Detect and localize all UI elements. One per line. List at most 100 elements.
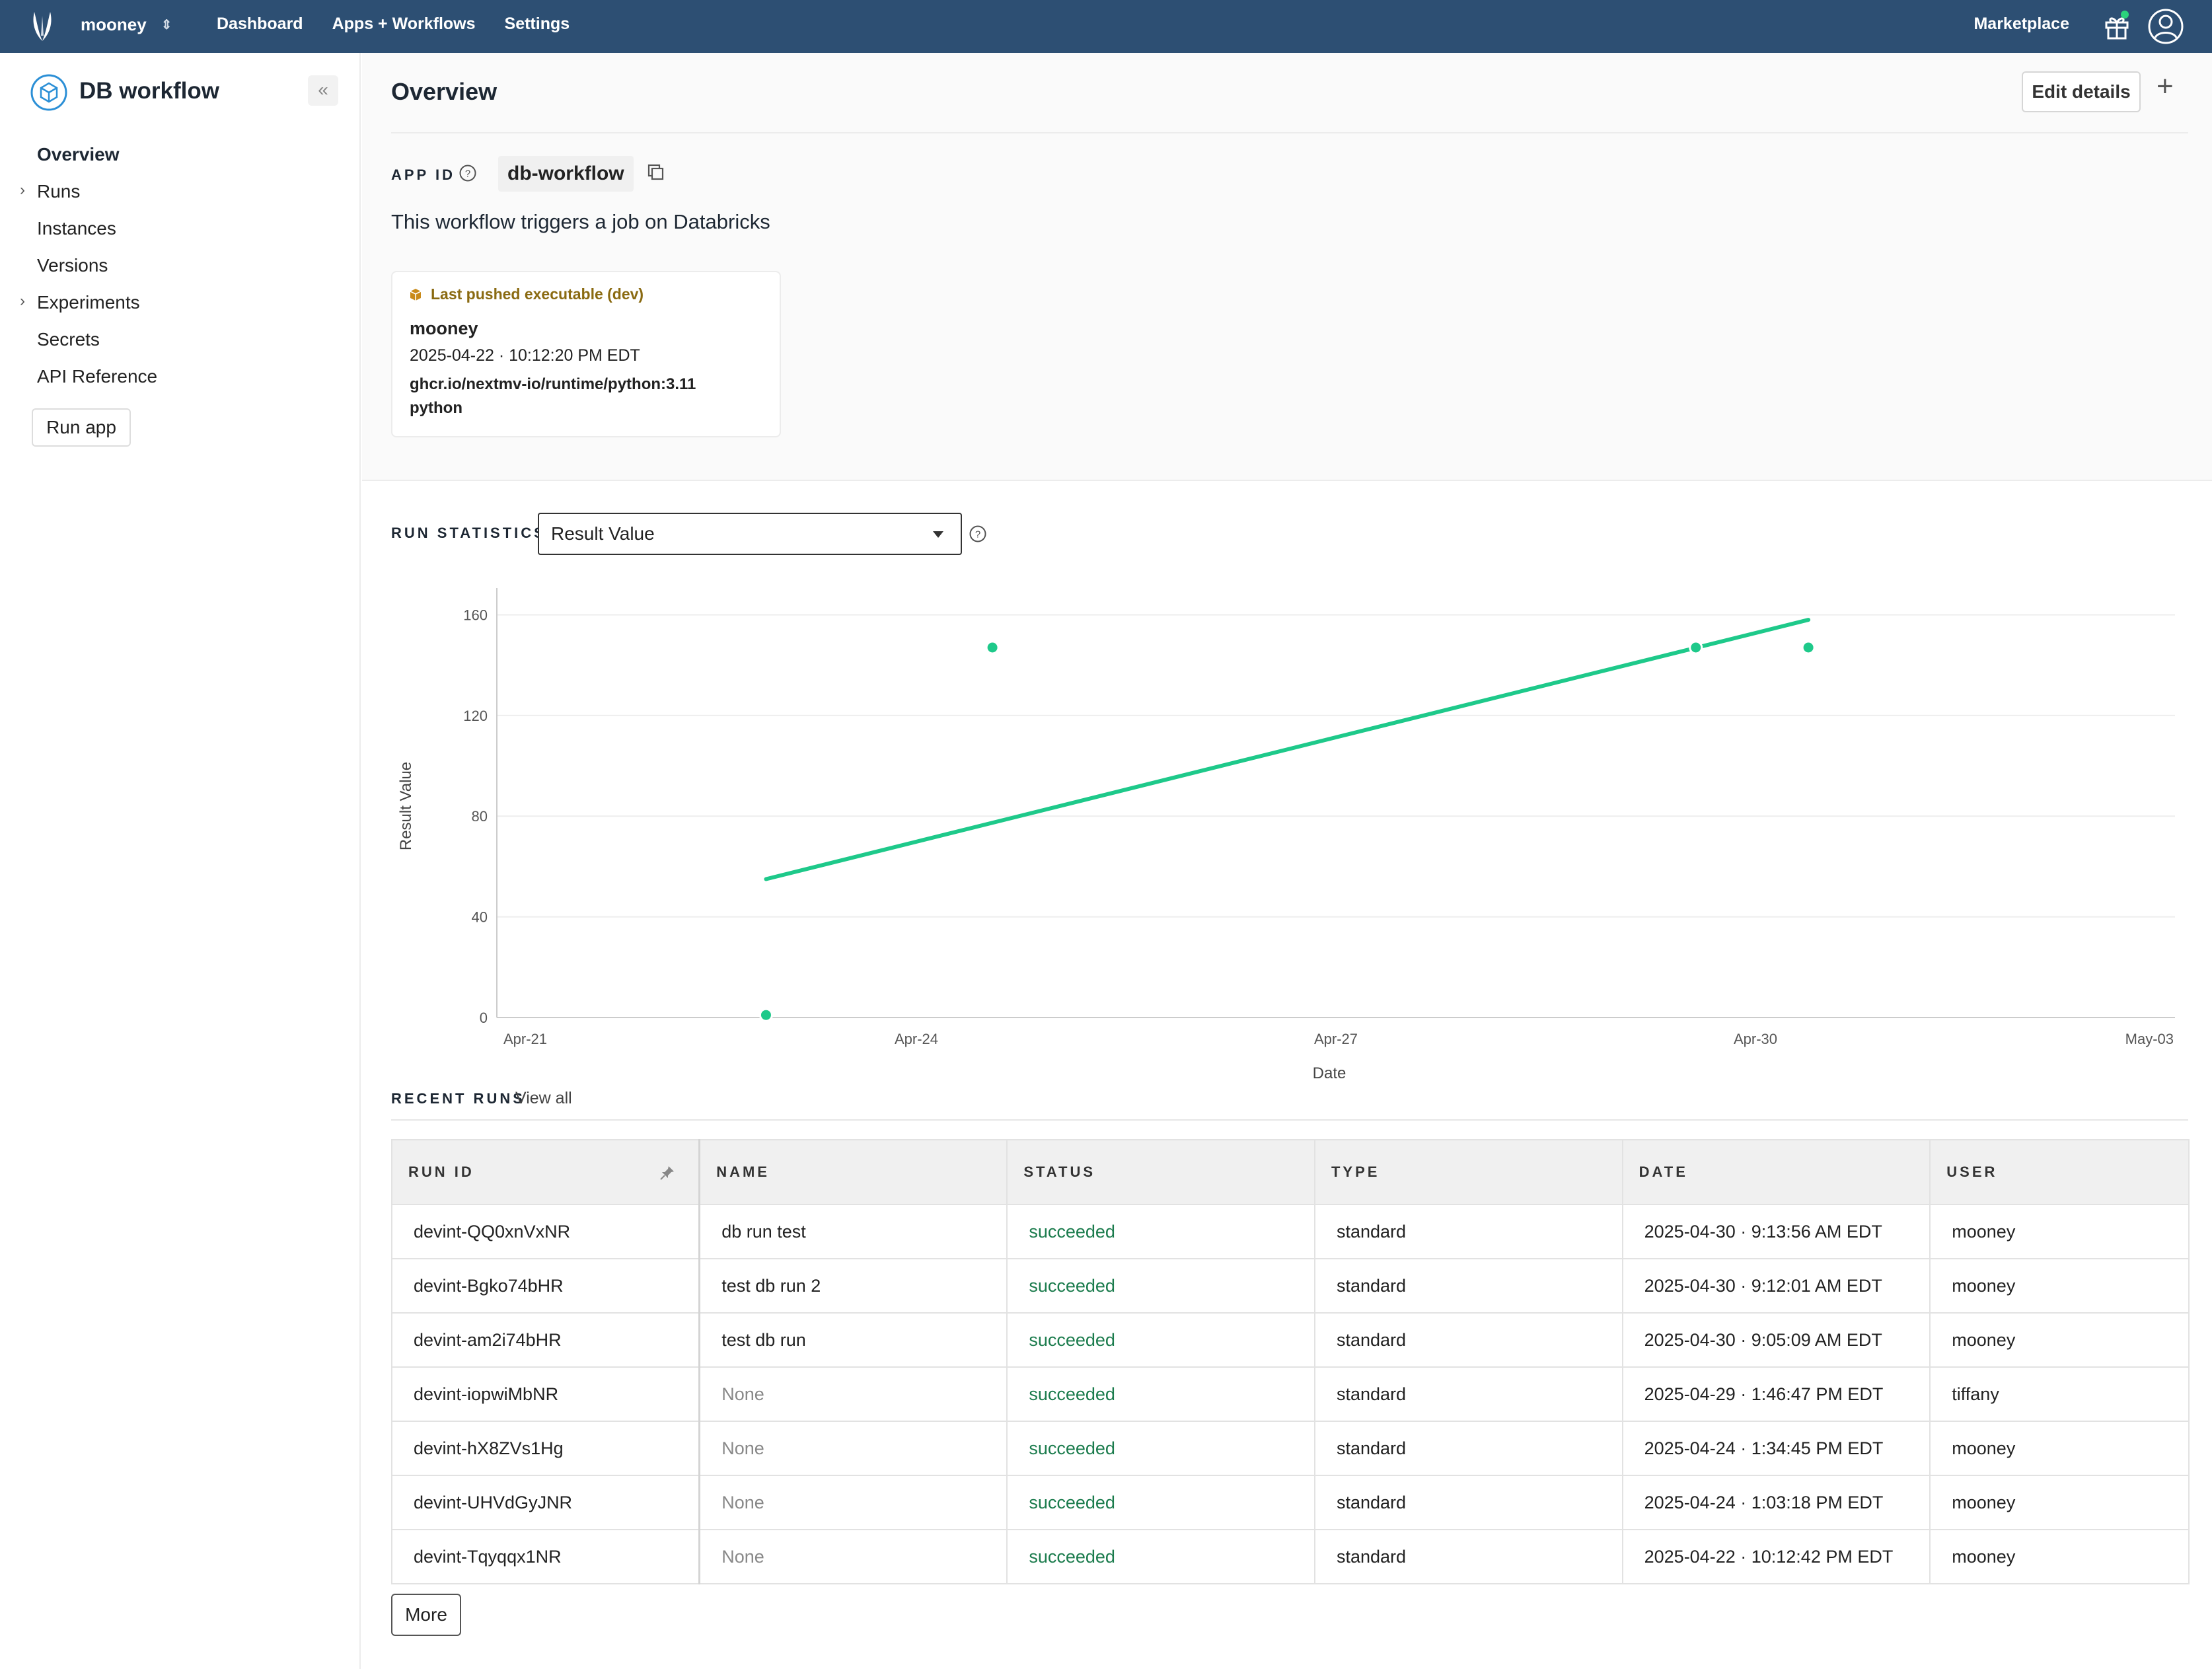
nav-settings[interactable]: Settings: [504, 15, 570, 33]
app-title: DB workflow: [79, 78, 219, 104]
data-point: [758, 1008, 773, 1022]
run-date-cell: 2025-04-29 · 1:46:47 PM EDT: [1621, 1366, 1931, 1422]
run-date-cell: 2025-04-24 · 1:34:45 PM EDT: [1621, 1421, 1931, 1476]
table-row[interactable]: devint-am2i74bHR test db run succeeded s…: [391, 1312, 2190, 1368]
chevron-right-icon[interactable]: ›: [20, 181, 25, 199]
table-row[interactable]: devint-UHVdGyJNR None succeeded standard…: [391, 1475, 2190, 1530]
run-type-cell: standard: [1313, 1312, 1623, 1368]
run-date-cell: 2025-04-30 · 9:12:01 AM EDT: [1621, 1258, 1931, 1314]
column-header-name[interactable]: NAME: [698, 1139, 1008, 1205]
divider: [391, 1119, 2188, 1121]
sidebar-item-runs[interactable]: Runs: [37, 181, 81, 202]
executable-heading: Last pushed executable (dev): [408, 285, 644, 303]
run-type-cell: standard: [1313, 1204, 1623, 1259]
cube-icon: [30, 74, 67, 111]
sidebar-item-overview[interactable]: Overview: [37, 144, 120, 165]
table-row[interactable]: devint-iopwiMbNR None succeeded standard…: [391, 1366, 2190, 1422]
run-id-cell[interactable]: devint-Tqyqqx1NR: [391, 1529, 701, 1584]
sidebar-item-secrets[interactable]: Secrets: [37, 329, 100, 350]
notification-dot: [2121, 11, 2129, 19]
y-tick-label: 80: [472, 808, 488, 825]
run-name-cell: None: [698, 1475, 1008, 1530]
run-user-cell: mooney: [1929, 1312, 2190, 1368]
table-row[interactable]: devint-Bgko74bHR test db run 2 succeeded…: [391, 1258, 2190, 1314]
x-axis-title: Date: [1313, 1064, 1346, 1082]
run-name-cell: test db run: [698, 1312, 1008, 1368]
sidebar-item-api-reference[interactable]: API Reference: [37, 366, 158, 387]
run-id-cell[interactable]: devint-am2i74bHR: [391, 1312, 701, 1368]
run-user-cell: mooney: [1929, 1258, 2190, 1314]
statistic-select-value: Result Value: [551, 523, 655, 544]
sidebar-item-experiments[interactable]: Experiments: [37, 292, 140, 313]
table-row[interactable]: devint-hX8ZVs1Hg None succeeded standard…: [391, 1421, 2190, 1476]
table-row[interactable]: devint-Tqyqqx1NR None succeeded standard…: [391, 1529, 2190, 1584]
data-point: [1689, 640, 1703, 655]
org-switcher[interactable]: mooney ⇕: [81, 15, 172, 35]
edit-details-button[interactable]: Edit details: [2022, 71, 2141, 112]
plus-icon[interactable]: +: [2157, 70, 2174, 102]
help-icon[interactable]: ?: [969, 525, 987, 543]
run-type-cell: standard: [1313, 1421, 1623, 1476]
run-user-cell: mooney: [1929, 1421, 2190, 1476]
app-description: This workflow triggers a job on Databric…: [391, 210, 770, 233]
svg-text:?: ?: [465, 168, 470, 180]
run-status-cell: succeeded: [1006, 1312, 1315, 1368]
run-name-cell: None: [698, 1529, 1008, 1584]
column-header-user[interactable]: USER: [1929, 1139, 2190, 1205]
x-tick-label: Apr-30: [1734, 1031, 1777, 1047]
pin-icon[interactable]: [659, 1164, 676, 1181]
gift-icon[interactable]: [2102, 12, 2131, 41]
nav-apps-workflows[interactable]: Apps + Workflows: [332, 15, 476, 33]
statistic-select[interactable]: Result Value: [538, 513, 962, 555]
x-tick-label: Apr-27: [1314, 1031, 1358, 1047]
run-date-cell: 2025-04-24 · 1:03:18 PM EDT: [1621, 1475, 1931, 1530]
executable-language: python: [410, 399, 462, 417]
run-id-cell[interactable]: devint-Bgko74bHR: [391, 1258, 701, 1314]
sidebar-item-instances[interactable]: Instances: [37, 218, 116, 239]
account-icon[interactable]: [2147, 8, 2184, 45]
run-status-cell: succeeded: [1006, 1421, 1315, 1476]
collapse-sidebar-button[interactable]: «: [308, 75, 338, 106]
run-id-cell[interactable]: devint-QQ0xnVxNR: [391, 1204, 701, 1259]
run-type-cell: standard: [1313, 1258, 1623, 1314]
nav-marketplace[interactable]: Marketplace: [1973, 15, 2069, 33]
run-user-cell: mooney: [1929, 1475, 2190, 1530]
nextmv-logo-icon[interactable]: [29, 9, 55, 44]
updown-chevron-icon: ⇕: [161, 18, 172, 32]
column-header-type[interactable]: TYPE: [1313, 1139, 1623, 1205]
nav-dashboard[interactable]: Dashboard: [217, 15, 303, 33]
more-button[interactable]: More: [391, 1594, 461, 1636]
column-header-run-id[interactable]: RUN ID: [391, 1139, 701, 1205]
run-status-cell: succeeded: [1006, 1366, 1315, 1422]
chevron-right-icon[interactable]: ›: [20, 292, 25, 310]
run-date-cell: 2025-04-22 · 10:12:42 PM EDT: [1621, 1529, 1931, 1584]
table-row[interactable]: devint-QQ0xnVxNR db run test succeeded s…: [391, 1204, 2190, 1259]
run-id-cell[interactable]: devint-UHVdGyJNR: [391, 1475, 701, 1530]
y-axis-title: Result Value: [397, 762, 415, 850]
run-name-cell: None: [698, 1421, 1008, 1476]
column-header-date[interactable]: DATE: [1621, 1139, 1931, 1205]
app-id-value: db-workflow: [498, 156, 634, 192]
executable-heading-label: Last pushed executable (dev): [431, 285, 644, 303]
view-all-link[interactable]: View all: [515, 1089, 572, 1107]
run-date-cell: 2025-04-30 · 9:13:56 AM EDT: [1621, 1204, 1931, 1259]
run-app-button[interactable]: Run app: [32, 408, 131, 447]
run-name-cell: None: [698, 1366, 1008, 1422]
sidebar-item-versions[interactable]: Versions: [37, 255, 108, 276]
run-type-cell: standard: [1313, 1475, 1623, 1530]
recent-runs-label: RECENT RUNS: [391, 1090, 525, 1107]
caret-down-icon: [933, 531, 943, 538]
run-name-cell: db run test: [698, 1204, 1008, 1259]
column-header-status[interactable]: STATUS: [1006, 1139, 1315, 1205]
main-nav: Dashboard Apps + Workflows Settings: [217, 15, 570, 34]
help-icon[interactable]: ?: [459, 164, 477, 182]
org-name: mooney: [81, 15, 147, 34]
double-chevron-left-icon: «: [318, 79, 328, 100]
run-id-cell[interactable]: devint-iopwiMbNR: [391, 1366, 701, 1422]
y-tick-label: 0: [480, 1010, 488, 1026]
y-tick-label: 120: [463, 708, 488, 724]
divider: [391, 132, 2188, 133]
copy-icon[interactable]: [645, 161, 667, 184]
run-id-cell[interactable]: devint-hX8ZVs1Hg: [391, 1421, 701, 1476]
svg-text:?: ?: [975, 529, 980, 540]
